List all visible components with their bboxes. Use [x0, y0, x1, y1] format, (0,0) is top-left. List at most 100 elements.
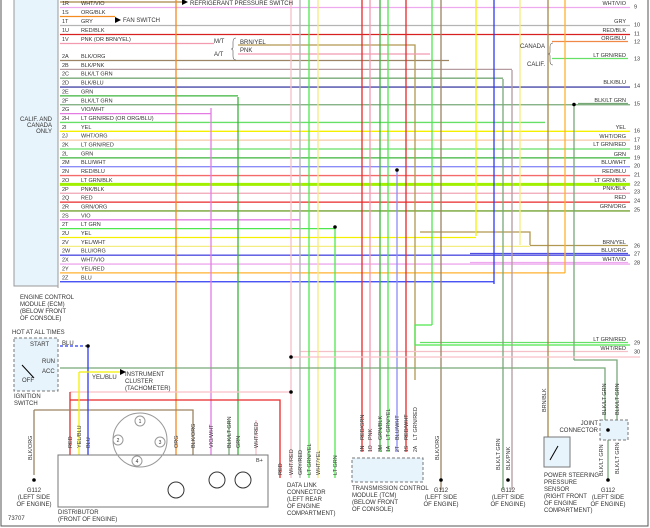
ps-sensor-wire-label: BRN/BLK — [542, 388, 548, 412]
tcm-box — [351, 457, 424, 483]
circuit-number: 24 — [634, 199, 640, 205]
brace — [547, 42, 554, 66]
ecm-pin-number: 2S — [62, 213, 69, 219]
dlc-wire-label: RED — [278, 463, 284, 475]
ecm-pin-number: 2I — [62, 125, 67, 131]
b-plus-label: B+ — [256, 458, 263, 464]
ecm-pin-wire-color: PNK (OR BRN/YEL) — [81, 37, 131, 43]
right-wire-label: BRN/YEL — [602, 240, 626, 246]
tcm-label: TRANSMISSION CONTROL — [352, 486, 429, 492]
arrow-icon — [182, 0, 188, 5]
ecm-pin-wire-color: VIO — [81, 213, 91, 219]
circuit-number: 19 — [634, 156, 640, 162]
tcm-pin-number: 2A — [413, 445, 419, 452]
ecm-pin-wire-color: ORG/BLK — [81, 10, 106, 16]
circuit-number: 15 — [634, 102, 640, 108]
ecm-pin-wire-color: WHT/VIO — [81, 258, 105, 264]
cap-terminal — [112, 434, 124, 446]
distributor-box — [57, 454, 269, 508]
ignition-run-label: RUN — [42, 359, 55, 365]
blk-lt-grn-wire — [60, 367, 606, 420]
ground-location-label: OF ENGINE) — [16, 502, 51, 508]
ecm-pin-wire-color: WHT/VIO — [81, 1, 105, 7]
switch-contact — [21, 364, 35, 379]
ecm-pin-wire-color: YEL — [81, 125, 91, 131]
mt-wire-label: BRN/YEL — [240, 40, 266, 46]
ecm-pin-wire-color: LT GRN/BLK — [81, 178, 113, 184]
circuit-number: 12 — [634, 40, 640, 46]
ecm-pin-number: 2E — [62, 89, 69, 95]
instrument-cluster-label: CLUSTER — [125, 379, 154, 385]
ecm-pin-wire-color: PNK/BLK — [81, 187, 105, 193]
instrument-cluster-label: (TACHOMETER) — [125, 386, 171, 392]
canada-label: CANADA — [520, 44, 545, 50]
joint-connector-box — [599, 419, 629, 441]
circuit-number: 22 — [634, 182, 640, 188]
ground-location-label: OF ENGINE) — [590, 502, 625, 508]
splice-dot — [86, 344, 90, 348]
tcm-wire-label: LT GRN/RED — [413, 407, 419, 440]
ground-wire-label: BLK/LT GRN — [496, 438, 502, 470]
ecm-pin-wire-color: BLU/ORG — [81, 249, 106, 255]
hot-at-all-times-label: HOT AT ALL TIMES — [12, 330, 65, 336]
distributor-wire-label: ORG — [174, 435, 180, 448]
cap-terminal — [131, 455, 143, 467]
ecm-pin-wire-color: BLK/PNK — [81, 63, 105, 69]
calif-label: CALIF. — [527, 62, 545, 68]
ecm-pin-wire-color: BLK/LT GRN — [81, 72, 113, 78]
distributor-wire-label: GRN — [236, 436, 242, 448]
ecm-pin-wire-color: LT GRN — [81, 222, 101, 228]
ecm-pin-wire-color: YEL — [81, 231, 91, 237]
ground-location-label: (LEFT SIDE — [592, 495, 624, 501]
cap-number: 4 — [136, 459, 139, 465]
right-wire-label: RED/BLU — [602, 169, 626, 175]
right-wire-label: RED — [614, 195, 626, 201]
circuit-number: 26 — [634, 244, 640, 250]
distributor-wire-label: RED — [68, 436, 74, 448]
refrigerant-switch-label: REFRIGERANT PRESSURE SWITCH — [190, 1, 293, 7]
circuit-number: 21 — [634, 173, 640, 179]
ecm-label: ENGINE CONTROL — [20, 295, 75, 301]
splice-dot — [32, 478, 36, 482]
ecm-pin-number: 1U — [62, 28, 69, 34]
ground-location-label: OF ENGINE) — [490, 502, 525, 508]
ecm-pin-number: 2F — [62, 98, 69, 104]
ecm-pin-number: 2U — [62, 231, 69, 237]
ecm-pin-number: 2M — [62, 160, 70, 166]
tcm-pin-number: 3M — [378, 445, 384, 452]
circuit-number: 30 — [634, 350, 640, 356]
transistor-icon — [167, 481, 185, 499]
splice-dot — [289, 390, 293, 394]
dlc-wire-label: WHT/YEL — [316, 451, 322, 475]
ps-sensor-label: PRESSURE — [544, 480, 577, 486]
ecm-pin-wire-color: LT GRN/RED — [81, 143, 114, 149]
ecm-pin-number: 2P — [62, 187, 69, 193]
distributor-wire-label: YEL/BLU — [77, 425, 83, 448]
circuit-number: 23 — [634, 190, 640, 196]
ignition-off-label: OFF — [22, 378, 34, 384]
right-wire-label: LT GRN/RED — [593, 337, 626, 343]
right-wire-label: BLU/ORG — [601, 248, 626, 254]
tcm-label: OF CONSOLE) — [352, 507, 393, 513]
splice-dot — [395, 168, 399, 172]
ecm-pin-number: 1R — [62, 1, 69, 7]
right-wire-label: BLU/WHT — [601, 160, 626, 166]
right-wire-label: GRY — [614, 19, 626, 25]
ecm-pin-wire-color: VIO/WHT — [81, 107, 105, 113]
circuit-number: 16 — [634, 129, 640, 135]
ecm-pin-number: 2N — [62, 169, 69, 175]
splice-dot — [606, 428, 610, 432]
ecm-pin-wire-color: BLK/ORG — [81, 54, 105, 60]
right-wire-label: WHT/VIO — [602, 1, 626, 7]
switch-contact — [549, 445, 559, 461]
ignition-switch-box — [13, 337, 59, 392]
red-wire — [70, 399, 281, 478]
ps-sensor-label: SENSOR — [544, 487, 570, 493]
dlc-label: (LEFT REAR — [287, 497, 323, 503]
ecm-pin-wire-color: WHT/ORG — [81, 134, 108, 140]
calif-canada-note: ONLY — [36, 129, 52, 135]
ignition-acc-label: ACC — [42, 369, 55, 375]
ecm-pin-number: 1V — [62, 37, 69, 43]
